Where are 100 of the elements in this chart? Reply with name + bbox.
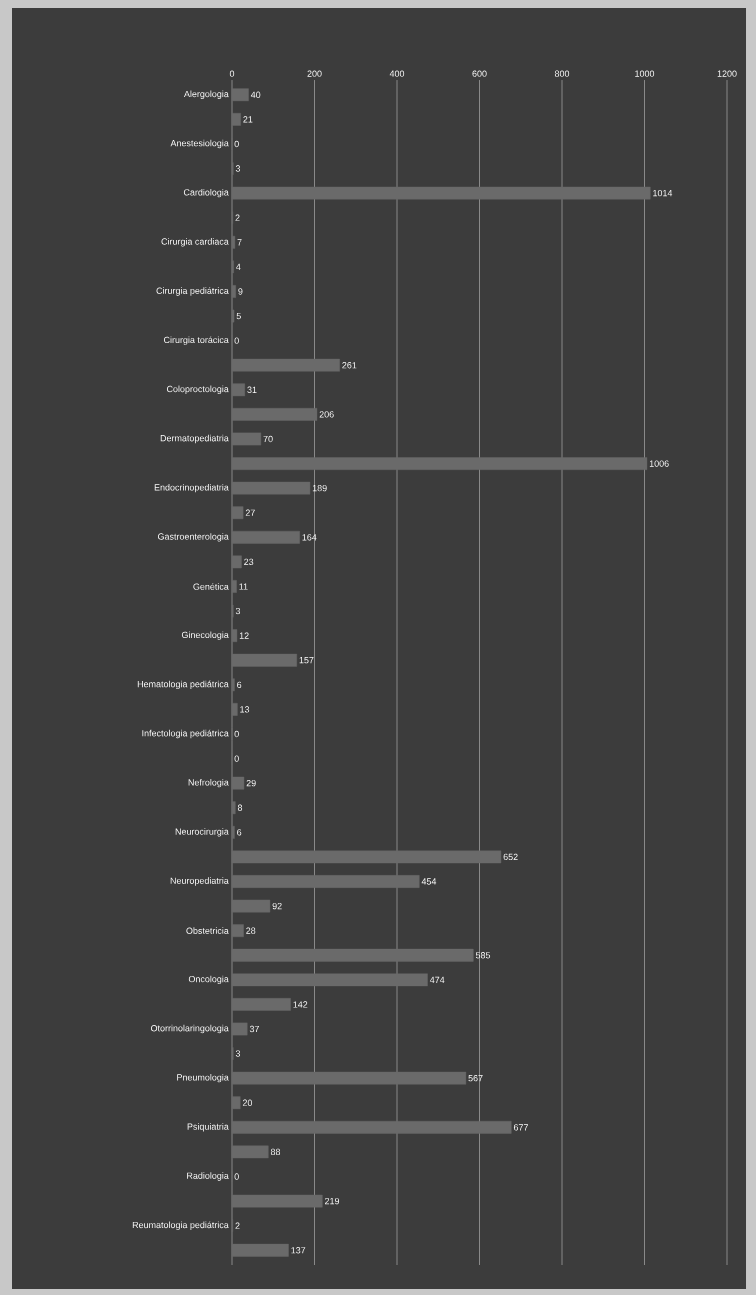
- data-label: 0: [234, 1173, 239, 1180]
- data-label: 189: [312, 484, 327, 492]
- y-tick-label: Otorrinolaringologia: [150, 1024, 229, 1034]
- data-label: 219: [324, 1197, 340, 1205]
- data-label: 92: [272, 902, 282, 910]
- data-label: 157: [299, 657, 314, 664]
- bar: [231, 1096, 241, 1110]
- bar: [231, 801, 236, 815]
- y-tick-label: Ginecologia: [181, 631, 229, 640]
- data-label: 0: [234, 730, 239, 738]
- data-label: 40: [250, 91, 261, 98]
- bar: [231, 875, 420, 888]
- y-tick-label: Genética: [193, 583, 229, 590]
- bar: [231, 186, 651, 200]
- data-label: 6: [237, 829, 242, 836]
- bar: [231, 113, 241, 126]
- data-label: 1006: [649, 460, 669, 467]
- bar: [231, 1145, 269, 1159]
- data-label: 164: [302, 534, 317, 541]
- data-label: 7: [237, 239, 242, 246]
- y-tick-label: Pneumologia: [177, 1073, 229, 1083]
- y-tick-label: Psiquiatria: [187, 1123, 229, 1132]
- y-tick-label: Gastroenterologia: [157, 533, 229, 542]
- data-label: 652: [503, 853, 518, 861]
- data-label: 9: [238, 288, 243, 295]
- y-tick-label: Alergologia: [183, 90, 229, 99]
- y-tick-label: Cirurgia pediátrica: [156, 287, 229, 296]
- y-tick-label: Cirurgia cardiaca: [161, 238, 229, 247]
- data-label: 11: [239, 583, 248, 590]
- y-tick-label: Coloproctologia: [166, 385, 229, 394]
- y-tick-label: Obstetricia: [186, 927, 229, 934]
- y-tick-label: Neuropediatria: [170, 877, 229, 886]
- data-label: 0: [234, 755, 239, 762]
- bar: [231, 899, 271, 913]
- y-tick-label: Anestesiologia: [170, 139, 229, 149]
- x-tick-label: 800: [554, 70, 570, 77]
- bar: [231, 457, 648, 470]
- bar: [231, 481, 311, 495]
- y-tick-label: Endocrinopediatria: [154, 483, 229, 493]
- y-tick-label: Hematologia pediátrica: [137, 680, 229, 690]
- x-tick-label: 0: [229, 70, 235, 77]
- bar: [231, 88, 249, 102]
- bar: [231, 358, 340, 372]
- bar: [231, 1194, 323, 1208]
- bar: [231, 1243, 289, 1257]
- data-label: 474: [429, 976, 445, 983]
- bar: [231, 408, 318, 421]
- bar: [231, 580, 237, 593]
- data-label: 2: [235, 214, 240, 221]
- data-label: 0: [234, 140, 239, 148]
- y-tick-label: Infectologia pediátrica: [142, 729, 229, 739]
- x-tick-label: 200: [307, 70, 322, 77]
- bar: [231, 235, 236, 249]
- bar: [231, 1022, 248, 1036]
- bar: [231, 285, 236, 298]
- y-tick-label: Radiologia: [187, 1172, 229, 1181]
- data-label: 8: [237, 804, 243, 811]
- data-label: 137: [291, 1247, 306, 1254]
- y-tick-label: Reumatologia pediátrica: [132, 1221, 229, 1230]
- bar: [231, 850, 502, 864]
- y-tick-label: Cirurgia torácica: [163, 336, 229, 345]
- data-label: 1014: [653, 189, 673, 197]
- data-label: 5: [236, 312, 241, 320]
- data-label: 13: [240, 706, 250, 713]
- bar: [231, 530, 300, 544]
- bar: [231, 309, 235, 323]
- y-tick-label: Nefrologia: [188, 778, 229, 788]
- data-label: 261: [342, 362, 357, 369]
- bar: [231, 998, 291, 1011]
- data-label: 585: [475, 952, 491, 959]
- data-label: 3: [235, 165, 241, 172]
- x-tick-label: 400: [389, 70, 405, 77]
- y-tick-label: Neurocirurgia: [175, 828, 229, 837]
- data-label: 206: [319, 411, 334, 418]
- bar: [231, 948, 474, 962]
- y-tick-label: Oncologia: [188, 975, 229, 985]
- data-label: 21: [243, 116, 253, 123]
- data-label: 3: [235, 607, 241, 615]
- bar: [231, 432, 262, 446]
- x-tick-label: 1000: [635, 70, 655, 77]
- data-label: 70: [263, 435, 273, 443]
- y-tick-label: Cardiologia: [183, 188, 229, 198]
- y-tick-label: Dermatopediatria: [160, 434, 229, 444]
- data-label: 27: [245, 509, 255, 516]
- bar: [231, 653, 297, 667]
- bar: [231, 973, 428, 987]
- x-tick-label: 1200: [717, 70, 737, 77]
- data-label: 142: [293, 1001, 308, 1008]
- bar: [231, 383, 245, 397]
- data-label: 31: [247, 386, 257, 393]
- bar: [231, 629, 238, 642]
- data-label: 3: [235, 1050, 241, 1057]
- data-label: 28: [246, 927, 256, 934]
- bar: [231, 506, 244, 520]
- data-label: 677: [513, 1124, 528, 1131]
- data-label: 2: [235, 1222, 240, 1229]
- bar: [231, 678, 235, 692]
- data-label: 6: [237, 681, 242, 688]
- data-label: 4: [236, 263, 241, 270]
- data-label: 29: [246, 779, 256, 787]
